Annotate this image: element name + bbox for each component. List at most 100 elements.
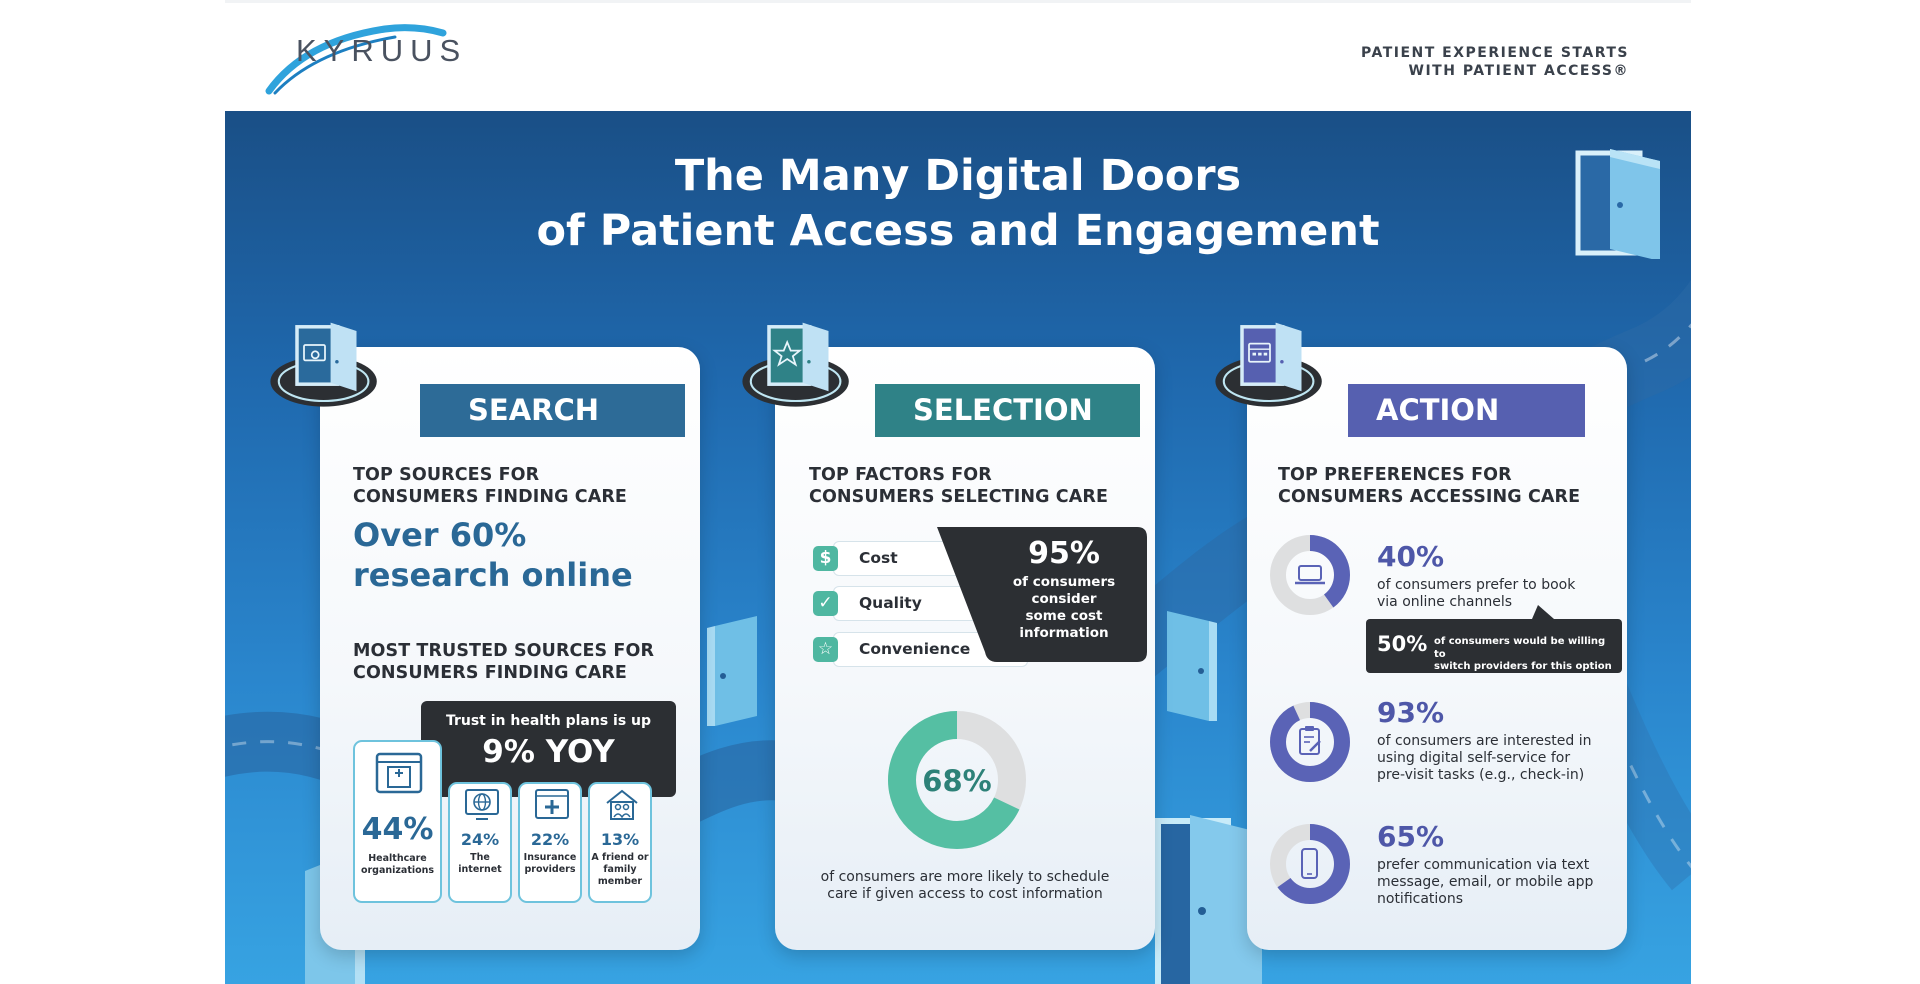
source-name: providers — [524, 864, 576, 875]
subheading-line: TOP FACTORS FOR — [809, 465, 992, 485]
search-subheading: TOP SOURCES FOR CONSUMERS FINDING CARE — [353, 464, 627, 508]
page-header: KYRUUS PATIENT EXPERIENCE STARTS WITH PA… — [225, 0, 1691, 111]
trust-callout: Trust in health plans is up 9% YOY — [421, 701, 676, 797]
subheading-line: CONSUMERS ACCESSING CARE — [1278, 487, 1581, 507]
stat-line: of consumers prefer to book — [1377, 577, 1576, 593]
source-tile: 22% Insurance providers — [518, 782, 582, 903]
clipboard-icon — [1299, 726, 1321, 755]
action-donut-chart — [1270, 535, 1350, 615]
star-outline-icon: ☆ — [813, 637, 838, 662]
kyruus-logo-swoosh-icon — [265, 24, 447, 95]
action-badge-icon — [1215, 322, 1322, 407]
source-tile: 44% Healthcare organizations — [353, 740, 442, 903]
stat-line: using digital self-service for — [1377, 750, 1571, 766]
source-name: family — [603, 864, 637, 875]
switch-callout-percent: 50% — [1377, 632, 1428, 656]
laptop-icon — [1295, 565, 1325, 585]
stat-line: Over 60% — [353, 516, 527, 554]
research-online-stat: Over 60% research online — [353, 515, 633, 595]
switch-callout-box — [1366, 605, 1622, 673]
stat-line: via online channels — [1377, 594, 1513, 610]
action-donut-chart — [1270, 702, 1350, 782]
source-tile: 13% A friend or family member — [588, 782, 652, 903]
open-door-deco-icon — [707, 616, 757, 726]
stat-line: prefer communication via text — [1377, 857, 1590, 873]
source-percent: 24% — [460, 830, 500, 849]
hospital-icon — [375, 752, 423, 794]
factor-label: Cost — [859, 549, 898, 567]
cost-callout-box — [937, 527, 1147, 662]
subheading-line: TOP SOURCES FOR — [353, 465, 540, 485]
donut-arc — [1270, 702, 1350, 782]
subheading-line: MOST TRUSTED SOURCES FOR — [353, 641, 655, 661]
selection-banner: SELECTION — [875, 384, 1140, 437]
action-stat-text: prefer communication via text message, e… — [1377, 857, 1593, 908]
dollar-icon: $ — [813, 546, 838, 571]
source-name: organizations — [360, 865, 435, 876]
stat-line: notifications — [1377, 891, 1464, 907]
subheading-line: TOP PREFERENCES FOR — [1278, 465, 1512, 485]
action-stat-percent: 93% — [1377, 696, 1445, 729]
stat-line: of consumers are interested in — [1377, 733, 1592, 749]
globe-monitor-icon — [465, 789, 499, 820]
trust-value: 9% YOY — [482, 734, 615, 770]
factor-label: Convenience — [859, 640, 971, 658]
action-donut-chart — [1270, 824, 1350, 904]
main-title-line: of Patient Access and Engagement — [536, 206, 1380, 256]
action-stat-text: of consumers are interested in using dig… — [1377, 733, 1592, 784]
selection-badge-icon — [742, 322, 849, 407]
selection-caption: of consumers are more likely to schedule… — [775, 869, 1155, 903]
stat-line: research online — [353, 556, 633, 594]
subheading-line: CONSUMERS SELECTING CARE — [809, 487, 1108, 507]
tagline-line: WITH PATIENT ACCESS® — [1408, 63, 1629, 79]
donut-arc — [1270, 824, 1350, 904]
family-house-icon — [606, 789, 638, 820]
callout-line: of consumers — [1012, 574, 1116, 590]
action-stat-percent: 40% — [1377, 540, 1445, 573]
source-tile: 24% The internet — [448, 782, 512, 903]
open-door-top-right-icon — [1575, 149, 1660, 259]
logo-text: KYRUUS — [296, 33, 468, 68]
search-badge-icon — [270, 322, 377, 407]
action-stat-percent: 65% — [1377, 820, 1445, 853]
callout-line: switch providers for this option — [1434, 661, 1612, 672]
source-name: Insurance — [523, 852, 577, 863]
open-door-deco-icon — [1167, 611, 1217, 721]
donut-percent-label: 68% — [922, 764, 992, 798]
stat-line: pre-visit tasks (e.g., check-in) — [1377, 767, 1585, 783]
subheading-line: CONSUMERS FINDING CARE — [353, 487, 627, 507]
cost-callout-percent: 95% — [1028, 536, 1100, 571]
source-percent: 44% — [361, 812, 434, 847]
callout-line: information — [1019, 625, 1109, 641]
selection-subheading: TOP FACTORS FOR CONSUMERS SELECTING CARE — [809, 464, 1108, 508]
subheading-line: CONSUMERS FINDING CARE — [353, 663, 627, 683]
tagline-line: PATIENT EXPERIENCE STARTS — [1360, 45, 1629, 61]
source-percent: 13% — [600, 830, 640, 849]
source-name: Healthcare — [368, 853, 427, 864]
source-name: A friend or — [591, 852, 649, 863]
open-door-deco-icon — [1155, 815, 1262, 984]
stat-line: message, email, or mobile app — [1377, 874, 1594, 890]
donut-arc — [888, 711, 1026, 849]
source-percent: 22% — [530, 830, 570, 849]
trusted-sources-subheading: MOST TRUSTED SOURCES FOR CONSUMERS FINDI… — [353, 640, 654, 684]
factor-label: Quality — [859, 594, 922, 612]
action-banner: ACTION — [1348, 384, 1585, 437]
caption-line: care if given access to cost information — [827, 886, 1103, 902]
search-banner: SEARCH — [420, 384, 685, 437]
caption-line: of consumers are more likely to schedule — [820, 869, 1110, 885]
callout-line: consider — [1031, 591, 1097, 607]
callout-line: some cost — [1025, 608, 1103, 624]
source-name: internet — [458, 864, 502, 875]
tagline: PATIENT EXPERIENCE STARTS WITH PATIENT A… — [1361, 44, 1629, 80]
cost-callout-text: of consumers consider some cost informat… — [937, 574, 1147, 642]
switch-callout-text: of consumers would be willing to switch … — [1434, 636, 1619, 674]
source-name: The — [470, 852, 490, 863]
source-name: member — [597, 876, 643, 887]
action-stat-text: of consumers prefer to book via online c… — [1377, 577, 1575, 611]
main-title: The Many Digital Doors of Patient Access… — [225, 149, 1691, 259]
callout-line: of consumers would be willing to — [1434, 636, 1606, 660]
donut-arc — [1270, 535, 1350, 615]
trust-label: Trust in health plans is up — [445, 713, 652, 729]
cost-donut-chart — [888, 711, 1026, 849]
